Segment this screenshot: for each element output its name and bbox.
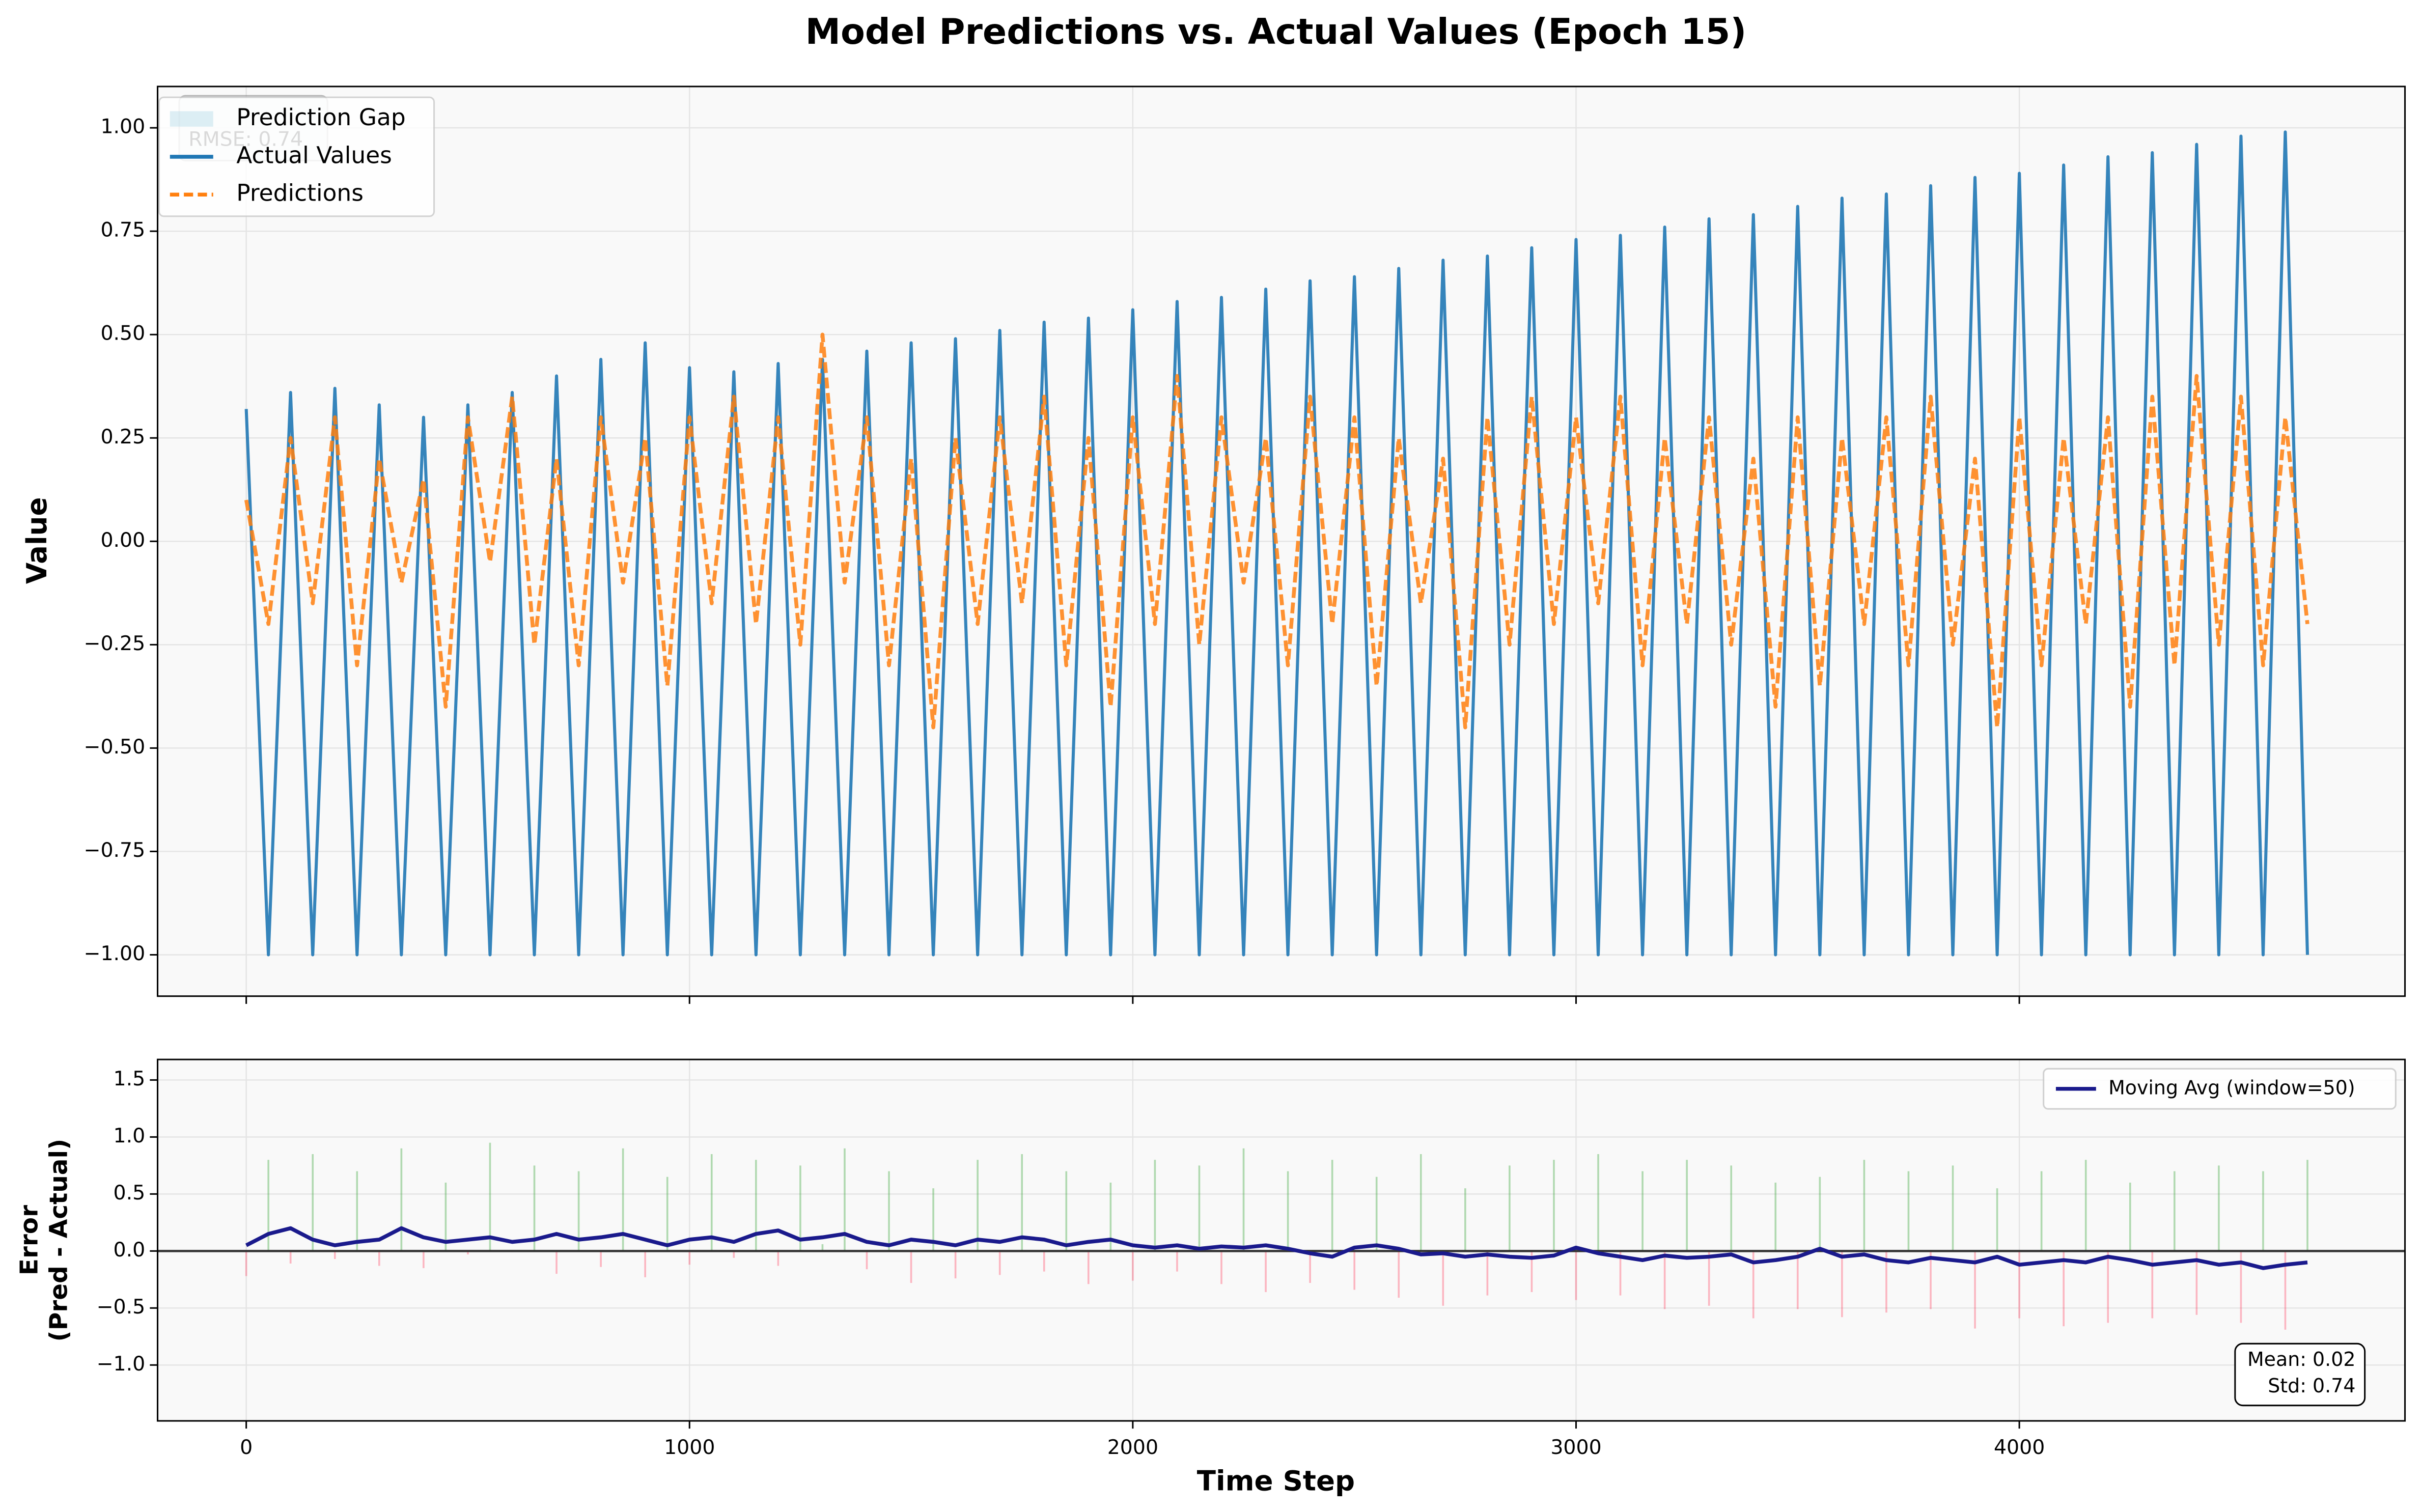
plot-content (157, 1142, 2405, 1330)
plot-frame (156, 1058, 2406, 1422)
legend-box (2043, 1068, 2397, 1110)
y-tick-label: 0.75 (100, 218, 145, 242)
legend-label: Prediction Gap (236, 104, 406, 131)
y-tick-label: −0.25 (83, 632, 145, 655)
y-axis-label: Error (15, 1205, 44, 1275)
x-tick-label: 0 (240, 1436, 253, 1459)
y-tick-label: 0.25 (100, 425, 145, 449)
y-axis-label: Value (20, 497, 53, 584)
stats-text: Mean: 0.02 (2247, 1348, 2356, 1370)
y-tick-label: 0.0 (114, 1238, 146, 1262)
y-tick-label: −0.75 (83, 838, 145, 862)
moving-average (245, 1226, 2308, 1270)
x-axis-label: Time Step (1197, 1464, 1355, 1497)
series-line (244, 332, 2309, 730)
y-axis-label: (Pred - Actual) (44, 1139, 73, 1342)
plot-frame (156, 86, 2406, 997)
legend-label: Actual Values (236, 142, 392, 169)
y-tick-label: −0.50 (83, 735, 145, 759)
y-tick-label: 1.0 (114, 1124, 146, 1147)
plot-content (244, 130, 2309, 957)
y-tick-label: 0.5 (114, 1181, 146, 1205)
y-tick-label: −1.0 (97, 1352, 146, 1376)
legend-label: Predictions (236, 180, 364, 207)
stats-box (2234, 1342, 2366, 1407)
y-tick-label: 0.50 (100, 322, 145, 345)
x-tick-label: 1000 (664, 1436, 715, 1459)
y-tick-label: −0.5 (97, 1295, 146, 1319)
y-tick-label: 0.00 (100, 528, 145, 552)
x-tick-label: 2000 (1107, 1436, 1158, 1459)
stats-text: Std: 0.74 (2268, 1375, 2355, 1397)
x-tick-label: 4000 (1994, 1436, 2045, 1459)
chart-title: Model Predictions vs. Actual Values (Epo… (805, 11, 1747, 52)
y-tick-label: 1.00 (100, 115, 145, 138)
legend-swatch (170, 111, 213, 127)
y-tick-label: −1.00 (83, 942, 145, 965)
x-tick-label: 3000 (1550, 1436, 1601, 1459)
y-tick-label: 1.5 (114, 1067, 146, 1090)
legend-label: Moving Avg (window=50) (2108, 1076, 2355, 1099)
legend-box (158, 96, 435, 217)
